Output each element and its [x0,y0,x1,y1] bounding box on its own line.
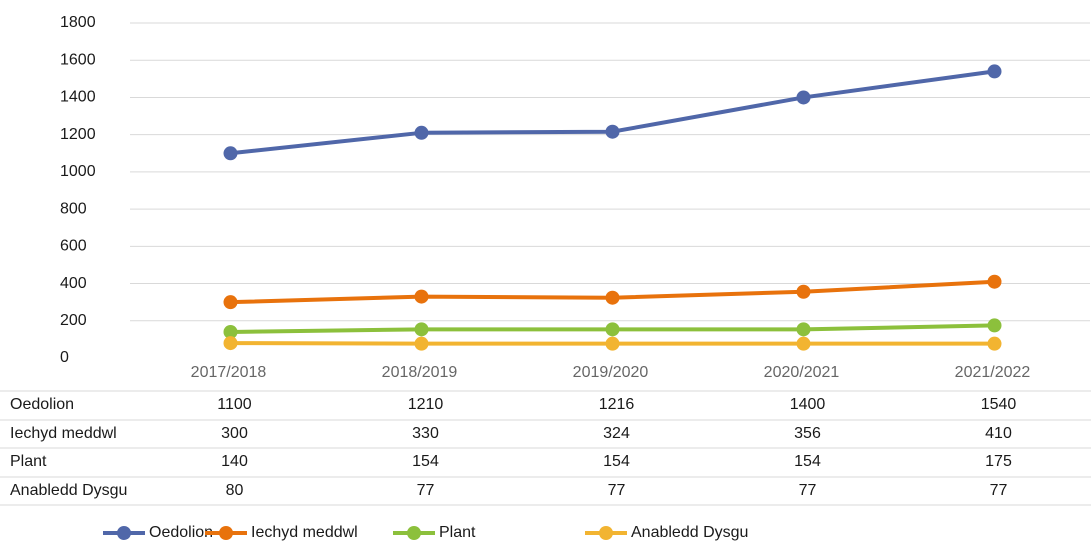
data-point [605,124,620,139]
x-tick-label: 2017/2018 [191,364,267,381]
data-point [796,284,811,299]
table-cell: 77 [417,482,435,499]
table-cell: 77 [799,482,817,499]
data-point [987,336,1002,351]
table-cell: 1216 [599,396,635,413]
y-tick-label: 400 [60,275,87,292]
x-tick-label: 2019/2020 [573,364,649,381]
table-cell: 154 [603,453,630,470]
legend-label: Anabledd Dysgu [631,524,748,541]
series-line [230,69,995,156]
data-point [223,336,238,351]
table-cell: 1210 [408,396,444,413]
table-cell: 77 [990,482,1008,499]
data-point [223,146,238,161]
table-cell: 410 [985,425,1012,442]
table-row-label: Plant [10,453,47,470]
y-tick-label: 1400 [60,89,96,106]
legend-label: Oedolion [149,524,213,541]
legend-marker [407,526,421,540]
data-point [414,336,429,351]
table-cell: 356 [794,425,821,442]
x-tick-label: 2020/2021 [764,364,840,381]
table-cell: 154 [794,453,821,470]
data-point [605,290,620,305]
x-tick-label: 2021/2022 [955,364,1031,381]
data-point [414,322,429,337]
y-tick-label: 200 [60,312,87,329]
data-point [414,289,429,304]
legend-label: Iechyd meddwl [251,524,358,541]
y-tick-label: 1000 [60,163,96,180]
legend-marker [117,526,131,540]
data-point [223,295,238,310]
table-cell: 154 [412,453,439,470]
table-row-label: Iechyd meddwl [10,425,117,442]
data-point [796,322,811,337]
table-cell: 330 [412,425,439,442]
y-tick-label: 1200 [60,126,96,143]
y-tick-label: 800 [60,200,87,217]
data-point [796,90,811,105]
data-point [605,322,620,337]
table-cell: 1540 [981,396,1017,413]
data-point [414,125,429,140]
table-cell: 77 [608,482,626,499]
data-point [605,336,620,351]
x-tick-label: 2018/2019 [382,364,458,381]
y-tick-label: 1600 [60,51,96,68]
table-cell: 300 [221,425,248,442]
table-cell: 140 [221,453,248,470]
table-cell: 1100 [217,396,252,413]
legend-marker [219,526,233,540]
legend-marker [599,526,613,540]
y-tick-label: 0 [60,349,69,366]
table-cell: 175 [985,453,1012,470]
data-point [796,336,811,351]
legend-label: Plant [439,524,476,541]
table-cell: 1400 [790,396,826,413]
table-cell: 80 [226,482,244,499]
table-row-label: Oedolion [10,396,74,413]
y-tick-label: 1800 [60,14,96,31]
data-point [987,274,1002,289]
data-point [987,318,1002,333]
data-point [223,324,238,339]
table-cell: 324 [603,425,630,442]
data-point [987,64,1002,79]
y-tick-label: 600 [60,238,87,255]
table-row-label: Anabledd Dysgu [10,482,127,499]
